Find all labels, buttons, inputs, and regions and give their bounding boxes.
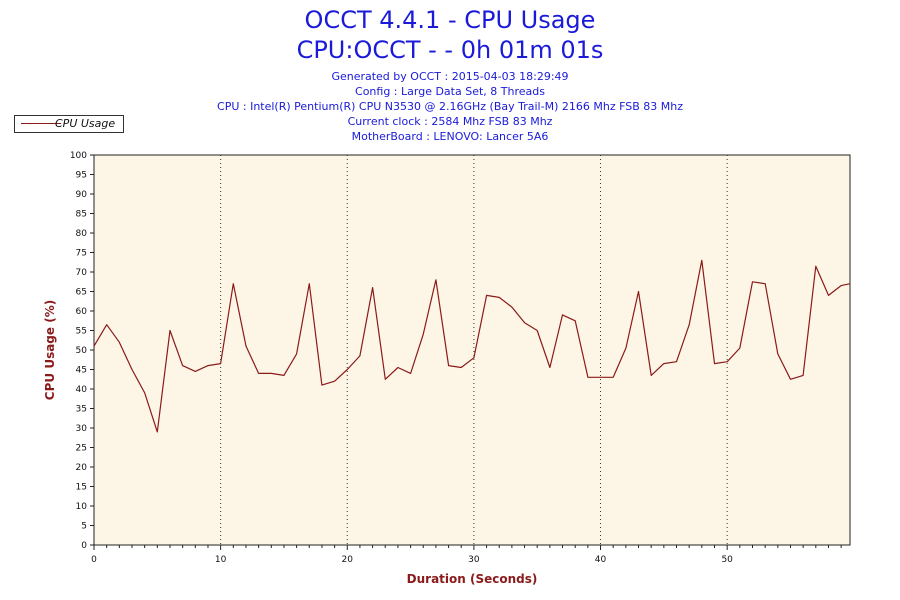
y-axis: 0 5 10 15 20 25 30 35 40 45 50 55 60 65 70 75 80 85 90 95 10…: [70, 151, 94, 551]
cpu-usage-series-line: [93, 259, 851, 433]
y-tick-label: 30: [76, 424, 88, 434]
y-tick-label: 15: [76, 483, 87, 493]
info-block: Generated by OCCT : 2015-04-03 18:29:49 …: [0, 69, 900, 144]
x-axis: 0 10 20 30 40 50: [91, 545, 842, 565]
config-info: Config : Large Data Set, 8 Threads: [355, 85, 545, 98]
y-tick-label: 50: [76, 346, 88, 356]
chart-subtitle: CPU:OCCT - - 0h 01m 01s: [296, 36, 604, 64]
y-tick-label: 45: [76, 366, 87, 376]
series-layer: [93, 259, 851, 433]
cpu-info: CPU : Intel(R) Pentium(R) CPU N3530 @ 2.…: [217, 100, 683, 113]
y-tick-label: 35: [76, 405, 87, 415]
y-tick-label: 65: [76, 288, 87, 298]
y-tick-label: 25: [76, 444, 87, 454]
y-tick-label: 75: [76, 249, 87, 259]
x-tick-label: 10: [215, 555, 227, 565]
generated-info: Generated by OCCT : 2015-04-03 18:29:49: [331, 70, 569, 83]
y-tick-label: 80: [76, 229, 88, 239]
y-axis-label: CPU Usage (%): [43, 300, 57, 400]
clock-info: Current clock : 2584 Mhz FSB 83 Mhz: [347, 115, 553, 128]
legend-line-swatch: [21, 123, 61, 124]
x-tick-label: 50: [721, 555, 733, 565]
x-tick-label: 40: [595, 555, 607, 565]
x-tick-label: 30: [468, 555, 480, 565]
y-tick-label: 0: [81, 541, 87, 551]
y-tick-label: 90: [76, 190, 88, 200]
y-tick-label: 20: [76, 463, 88, 473]
x-tick-label: 0: [91, 555, 97, 565]
legend-label: CPU Usage: [55, 117, 116, 130]
x-tick-label: 20: [342, 555, 354, 565]
y-tick-label: 70: [76, 268, 88, 278]
y-tick-label: 85: [76, 210, 87, 220]
y-tick-label: 95: [76, 171, 87, 181]
y-tick-label: 40: [76, 385, 88, 395]
x-axis-label: Duration (Seconds): [407, 572, 538, 586]
y-tick-label: 5: [81, 522, 87, 532]
legend: CPU Usage: [14, 115, 124, 133]
y-tick-label: 100: [70, 151, 87, 161]
y-tick-label: 60: [76, 307, 88, 317]
motherboard-info: MotherBoard : LENOVO: Lancer 5A6: [351, 130, 549, 143]
y-tick-label: 55: [76, 327, 87, 337]
plot-area: [93, 154, 851, 546]
grid-lines: [220, 155, 728, 545]
chart-title: OCCT 4.4.1 - CPU Usage: [304, 6, 596, 34]
y-tick-label: 10: [76, 502, 88, 512]
